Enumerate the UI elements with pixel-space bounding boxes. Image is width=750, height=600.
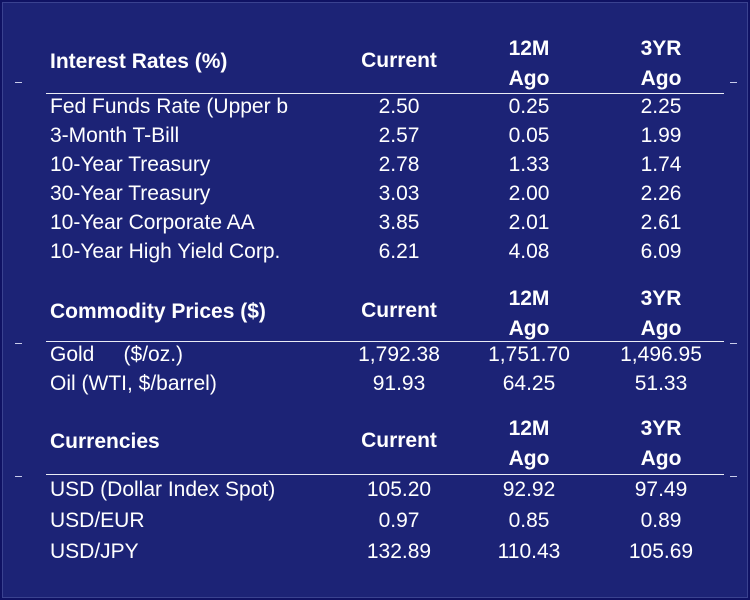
column-header-12m-ago: 12M Ago <box>508 37 550 90</box>
edge-tick <box>15 343 22 344</box>
value-current: 1,792.38 <box>358 343 440 366</box>
table-row: Oil (WTI, $/barrel) 91.93 64.25 51.33 <box>46 372 724 401</box>
row-label: Oil (WTI, $/barrel) <box>50 372 217 395</box>
value-12m-ago: 0.25 <box>508 95 550 118</box>
row-label: 10-Year High Yield Corp. <box>50 240 281 263</box>
value-3yr-ago: 2.61 <box>640 211 682 234</box>
value-3yr-ago: 0.89 <box>640 509 682 532</box>
value-12m-ago: 2.01 <box>508 211 550 234</box>
value-current: 3.85 <box>378 211 420 234</box>
value-current: 0.97 <box>378 509 420 532</box>
column-header-3yr-ago: 3YR Ago <box>640 417 682 470</box>
row-label: 30-Year Treasury <box>50 182 211 205</box>
edge-tick <box>15 82 22 83</box>
value-12m-ago: 1,751.70 <box>488 343 570 366</box>
section-title: Currencies <box>50 430 160 453</box>
section-title: Commodity Prices ($) <box>50 300 266 323</box>
edge-tick <box>730 82 737 83</box>
header-rule <box>46 93 724 94</box>
value-12m-ago: 110.43 <box>497 540 561 563</box>
value-12m-ago: 0.85 <box>508 509 550 532</box>
value-12m-ago: 1.33 <box>508 153 550 176</box>
table-row: 3-Month T-Bill 2.57 0.05 1.99 <box>46 124 724 153</box>
value-current: 2.78 <box>378 153 420 176</box>
table-header: Currencies Current 12M Ago 3YR Ago <box>46 414 724 480</box>
column-header-3yr-ago: 3YR Ago <box>640 37 682 90</box>
table-row: 10-Year High Yield Corp. 6.21 4.08 6.09 <box>46 240 724 269</box>
value-current: 3.03 <box>378 182 420 205</box>
header-rule <box>46 474 724 475</box>
table-header: Commodity Prices ($) Current 12M Ago 3YR… <box>46 284 724 350</box>
value-current: 2.57 <box>378 124 420 147</box>
value-3yr-ago: 51.33 <box>634 372 688 395</box>
row-label: 10-Year Corporate AA <box>50 211 255 234</box>
row-label: Fed Funds Rate (Upper b <box>50 95 289 118</box>
column-header-12m-ago: 12M Ago <box>508 417 550 470</box>
table-row: Gold ($/oz.) 1,792.38 1,751.70 1,496.95 <box>46 343 724 372</box>
value-12m-ago: 64.25 <box>502 372 556 395</box>
value-3yr-ago: 1.74 <box>640 153 682 176</box>
table-row: 30-Year Treasury 3.03 2.00 2.26 <box>46 182 724 211</box>
value-3yr-ago: 6.09 <box>640 240 682 263</box>
column-header-current: Current <box>361 429 437 452</box>
row-label: USD/JPY <box>50 540 139 563</box>
table-row: USD (Dollar Index Spot) 105.20 92.92 97.… <box>46 478 724 507</box>
edge-tick <box>15 476 22 477</box>
value-12m-ago: 2.00 <box>508 182 550 205</box>
value-12m-ago: 4.08 <box>508 240 550 263</box>
row-label: Gold ($/oz.) <box>50 343 184 366</box>
value-current: 6.21 <box>378 240 420 263</box>
value-3yr-ago: 1,496.95 <box>620 343 702 366</box>
value-12m-ago: 92.92 <box>502 478 556 501</box>
table-row: USD/EUR 0.97 0.85 0.89 <box>46 509 724 538</box>
column-header-12m-ago: 12M Ago <box>508 287 550 340</box>
table-row: 10-Year Treasury 2.78 1.33 1.74 <box>46 153 724 182</box>
value-3yr-ago: 2.26 <box>640 182 682 205</box>
section-title: Interest Rates (%) <box>50 50 228 73</box>
table-row: USD/JPY 132.89 110.43 105.69 <box>46 540 724 569</box>
header-rule <box>46 341 724 342</box>
table-row: Fed Funds Rate (Upper b 2.50 0.25 2.25 <box>46 95 724 124</box>
row-label: USD (Dollar Index Spot) <box>50 478 276 501</box>
column-header-current: Current <box>361 49 437 72</box>
table-row: 10-Year Corporate AA 3.85 2.01 2.61 <box>46 211 724 240</box>
row-label: 3-Month T-Bill <box>50 124 180 147</box>
table-header: Interest Rates (%) Current 12M Ago 3YR A… <box>46 34 724 100</box>
value-current: 132.89 <box>366 540 432 563</box>
value-current: 91.93 <box>372 372 426 395</box>
value-3yr-ago: 1.99 <box>640 124 682 147</box>
edge-tick <box>730 343 737 344</box>
row-label: 10-Year Treasury <box>50 153 211 176</box>
column-header-3yr-ago: 3YR Ago <box>640 287 682 340</box>
row-label: USD/EUR <box>50 509 145 532</box>
value-12m-ago: 0.05 <box>508 124 550 147</box>
value-current: 2.50 <box>378 95 420 118</box>
column-header-current: Current <box>361 299 437 322</box>
value-current: 105.20 <box>366 478 432 501</box>
value-3yr-ago: 105.69 <box>628 540 694 563</box>
value-3yr-ago: 2.25 <box>640 95 682 118</box>
value-3yr-ago: 97.49 <box>634 478 688 501</box>
edge-tick <box>730 476 737 477</box>
